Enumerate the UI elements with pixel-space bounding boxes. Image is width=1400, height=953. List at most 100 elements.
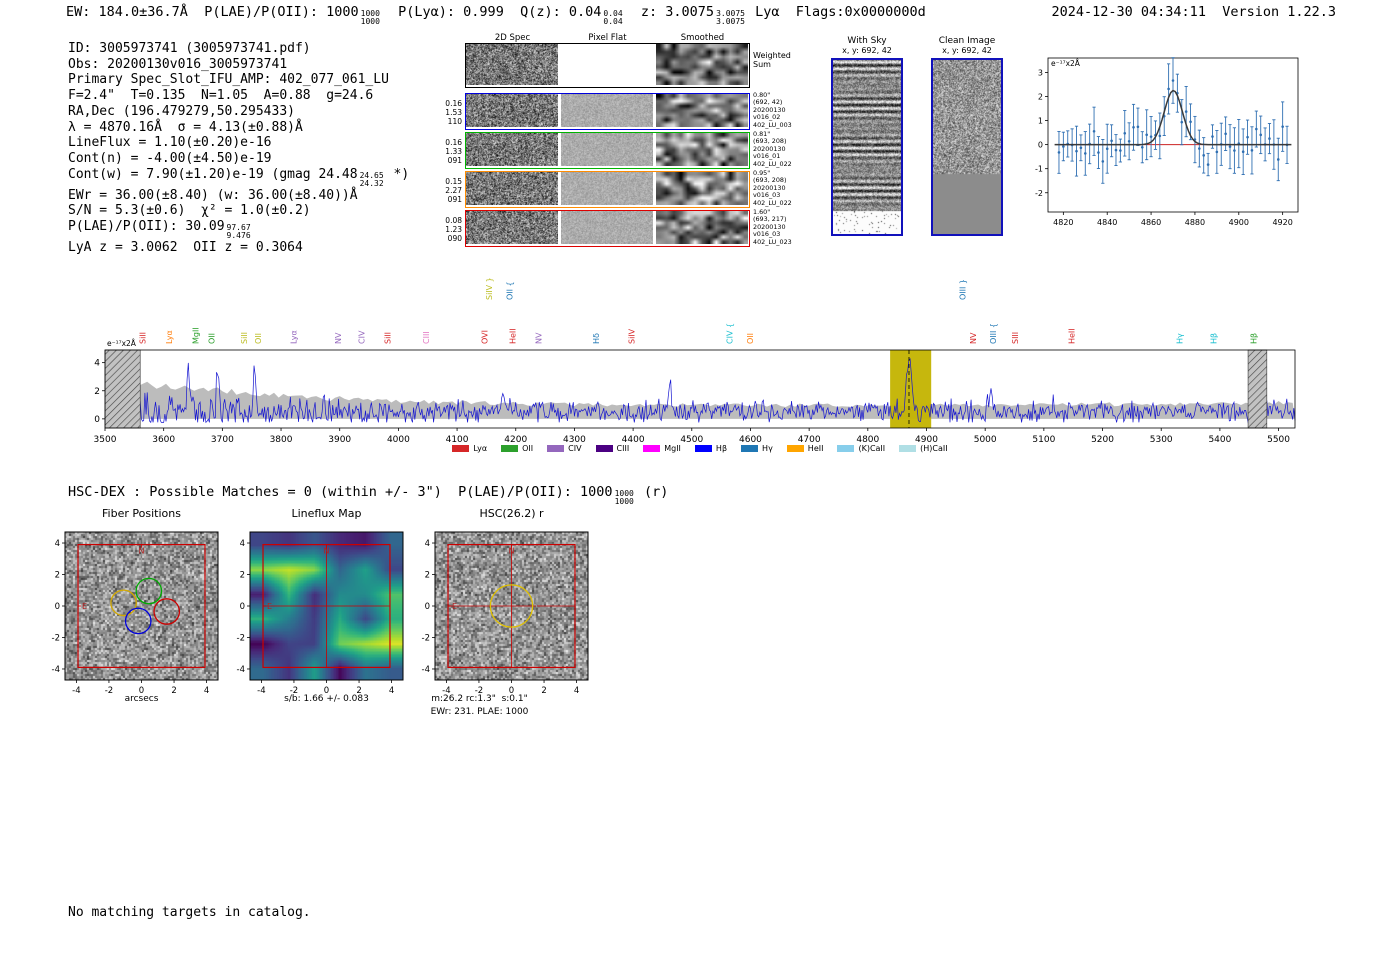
legend-swatch	[547, 445, 565, 452]
legend-swatch	[837, 445, 855, 452]
svg-text:5300: 5300	[1150, 435, 1173, 445]
info-line: Primary Spec_Slot_IFU_AMP: 402_077_061_L…	[68, 72, 409, 88]
header-item-stacked-values: 1000 1000	[360, 9, 380, 26]
weighted-sum-label: Weighted Sum	[753, 51, 791, 69]
spec2d-row	[465, 210, 750, 247]
emission-line-label: HeII	[508, 328, 517, 344]
info-line: Cont(n) = -4.00(±4.50)e-19	[68, 151, 409, 167]
header-item-stacked-values: 0.04 0.04	[603, 9, 623, 26]
svg-text:-4: -4	[237, 665, 245, 675]
svg-text:5100: 5100	[1032, 435, 1055, 445]
legend-item: Lyα	[452, 444, 487, 453]
svg-text:5000: 5000	[974, 435, 997, 445]
emission-line-label: Lyα	[165, 330, 174, 344]
svg-text:3600: 3600	[152, 435, 175, 445]
spec2d-row-right-labels: 0.80" (692, 42) 20200130 v016_02 402_LU_003	[753, 91, 792, 129]
svg-text:-2: -2	[237, 633, 245, 643]
svg-text:2: 2	[425, 571, 430, 581]
legend-item: Hγ	[741, 444, 773, 453]
compass-north-label: N	[509, 547, 515, 556]
legend-swatch	[501, 445, 519, 452]
svg-text:4: 4	[425, 539, 430, 549]
info-line: Obs: 20200130v016_3005973741	[68, 57, 409, 73]
aperture-circle	[153, 598, 181, 625]
legend-item: OII	[501, 444, 533, 453]
svg-text:0: 0	[1038, 141, 1043, 150]
svg-text:4900: 4900	[915, 435, 938, 445]
svg-text:4820: 4820	[1053, 218, 1073, 227]
spec2d-row	[465, 93, 750, 130]
spec2d-cell-smoothed	[656, 172, 748, 205]
svg-text:4: 4	[55, 539, 60, 549]
svg-text:2: 2	[55, 571, 60, 581]
spec2d-row-left-labels: 0.08 1.23 090	[445, 215, 462, 243]
error-envelope	[105, 374, 1295, 419]
lineflux-map-caption: s/b: 1.66 +/- 0.083	[284, 694, 369, 704]
hsc-caption-1: m:26.2 rc:1.3" s:0.1"	[431, 694, 528, 704]
legend-swatch	[452, 445, 470, 452]
spec2d-cell-smoothed	[656, 133, 748, 166]
svg-text:2: 2	[94, 387, 100, 397]
spec2d-cell-spec	[466, 94, 558, 127]
info-text: LineFlux = 1.10(±0.20)e-16	[68, 135, 272, 151]
svg-text:-4: -4	[257, 686, 265, 696]
legend-label: HeII	[807, 444, 824, 453]
header-item: z: 3.0075	[640, 4, 715, 20]
spec2d-row-left-labels: 0.16 1.33 091	[445, 137, 462, 165]
legend-item: (K)CaII	[837, 444, 885, 453]
legend-label: CIII	[616, 444, 630, 453]
spec2d-col-header: 2D Spec	[494, 33, 531, 43]
with-sky-subtitle: x, y: 692, 42	[842, 46, 892, 55]
info-line: S/N = 5.3(±0.6) χ² = 1.0(±0.2)	[68, 203, 409, 219]
clean-image-title: Clean Image	[938, 36, 996, 46]
legend-item: CIII	[595, 444, 630, 453]
svg-text:0: 0	[240, 602, 245, 612]
svg-text:4700: 4700	[798, 435, 821, 445]
svg-text:-2: -2	[52, 633, 60, 643]
legend-item: MgII	[643, 444, 681, 453]
svg-text:2: 2	[1038, 93, 1043, 102]
svg-text:4: 4	[94, 359, 100, 369]
flux-units-annotation: e⁻¹⁷x2Å	[107, 339, 137, 348]
svg-text:-4: -4	[52, 665, 60, 675]
footer-line: No matching targets in catalog.	[68, 905, 311, 921]
svg-text:4: 4	[389, 686, 394, 696]
svg-text:4: 4	[204, 686, 209, 696]
masked-region	[1247, 349, 1268, 429]
header-item-stacked-values: 3.0075 3.0075	[716, 9, 745, 26]
svg-text:5200: 5200	[1091, 435, 1114, 445]
info-text: LyA z = 3.0062 OII z = 0.3064	[68, 240, 303, 256]
emission-line-label: MgII	[191, 327, 200, 344]
emission-line-label: CIV {	[725, 323, 734, 344]
legend-label: MgII	[664, 444, 681, 453]
info-line: ID: 3005973741 (3005973741.pdf)	[68, 41, 409, 57]
compass-east-label: E	[452, 602, 457, 611]
info-text-stacked-values: 24.65 24.32	[359, 170, 384, 188]
info-line: λ = 4870.16Å σ = 4.13(±0.88)Å	[68, 120, 409, 136]
spec2d-cell-spec	[466, 211, 558, 244]
clean-image	[931, 58, 1003, 236]
legend-swatch	[643, 445, 661, 452]
emission-line-label: SiIV	[627, 328, 636, 344]
emission-line-label: OIII {	[989, 323, 998, 344]
emission-line-label: SiII	[139, 332, 148, 344]
svg-text:2: 2	[541, 686, 546, 696]
legend-item: Hβ	[694, 444, 727, 453]
full-spectrum-plot: 3500 3600 3700 3800 3900 4000 4100 4200 4300 4400…	[90, 270, 1315, 470]
spec2d-cell-flat	[561, 211, 653, 244]
spec2d-cell-spec	[466, 133, 558, 166]
svg-text:0: 0	[425, 602, 430, 612]
info-text: Cont(n) = -4.00(±4.50)e-19	[68, 150, 272, 166]
spec2d-panel-group: 2D Spec Pixel Flat Smoothed Weighted Sum 0.1…	[432, 33, 882, 265]
compass-north-label: N	[139, 547, 145, 556]
hsc-caption-2: EWr: 231. PLAE: 1000	[430, 707, 529, 717]
legend-label: (K)CaII	[858, 444, 886, 453]
legend-label: (H)CaII	[920, 444, 948, 453]
svg-text:4: 4	[240, 539, 245, 549]
compass-east-label: E	[82, 602, 87, 611]
legend-label: Hγ	[762, 444, 773, 453]
with-sky-canvas	[833, 60, 901, 234]
footer-notes: No matching targets in catalog. Row inte…	[68, 874, 311, 953]
spec2d-cell-flat	[561, 44, 653, 85]
